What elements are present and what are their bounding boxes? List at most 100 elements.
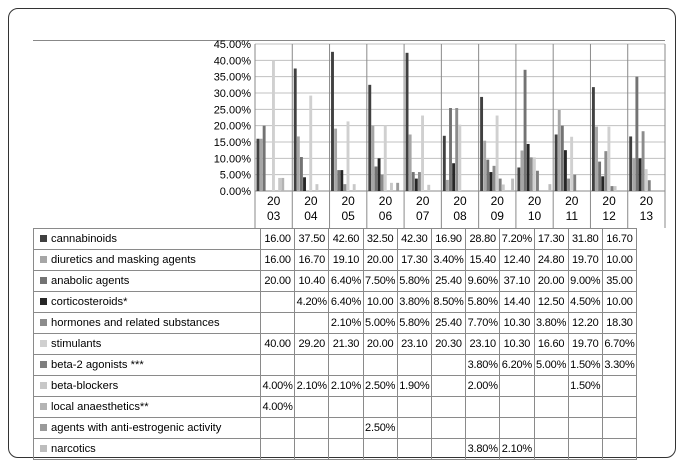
bar (598, 161, 602, 191)
bar (511, 178, 515, 191)
legend-swatch (40, 382, 47, 389)
data-value-cell: 12.40 (499, 249, 535, 271)
series-label-cell: cannabinoids (33, 228, 261, 250)
bar (591, 87, 595, 191)
bar (442, 135, 446, 191)
legend-swatch (40, 298, 47, 305)
data-value-cell (328, 354, 364, 376)
x-tick-label: 06 (379, 209, 393, 223)
bar (296, 136, 300, 191)
data-value-cell: 2.10% (294, 375, 330, 397)
data-value-cell: 17.30 (533, 228, 569, 250)
table-row: beta-blockers 4.00% 2.10% 2.10% 2.50% 1.90% 2.… (33, 375, 638, 397)
data-value-cell: 20.30 (430, 333, 467, 355)
bar (635, 76, 639, 191)
x-tick-label: 11 (566, 209, 579, 223)
data-value-cell: 5.80% (396, 312, 432, 334)
legend-swatch (40, 319, 47, 326)
table-row: hormones and related substances 2.10% 5.00… (33, 312, 638, 334)
data-value-cell (601, 417, 638, 439)
data-value-cell: 5.00% (533, 354, 569, 376)
bar (647, 180, 651, 191)
bar (526, 143, 530, 191)
y-tick-label: 0.00% (220, 186, 251, 198)
x-tick-label: 03 (267, 209, 281, 223)
data-value-cell (259, 312, 296, 334)
data-value-cell: 19.70 (567, 249, 603, 271)
data-value-cell (430, 375, 467, 397)
data-value-cell: 32.50 (362, 228, 398, 250)
bar (532, 157, 536, 191)
data-value-cell (259, 291, 296, 313)
data-value-cell: 20.00 (362, 333, 398, 355)
bar (352, 184, 356, 191)
data-value-cell: 1.50% (567, 375, 603, 397)
bar (337, 170, 341, 191)
data-value-cell: 42.60 (328, 228, 364, 250)
bar (343, 184, 347, 191)
legend-swatch (40, 403, 47, 410)
data-value-cell: 5.80% (396, 270, 432, 292)
data-value-cell (294, 438, 330, 460)
bar (501, 184, 505, 191)
bar (293, 68, 297, 191)
data-value-cell (430, 396, 467, 418)
bar (408, 134, 412, 191)
bar (570, 136, 574, 191)
data-value-cell: 2.50% (362, 375, 398, 397)
bar (452, 163, 456, 191)
x-tick-label: 20 (453, 194, 467, 208)
bar (644, 169, 648, 191)
bar (346, 121, 350, 191)
bar (334, 128, 338, 191)
data-value-cell: 2.10% (499, 438, 535, 460)
bar (368, 84, 372, 191)
series-label-cell: diuretics and masking agents (33, 249, 261, 271)
data-value-cell (601, 375, 638, 397)
data-value-cell: 25.40 (430, 270, 467, 292)
data-value-cell (601, 438, 638, 460)
series-name: beta-blockers (51, 380, 119, 392)
data-value-cell (465, 396, 501, 418)
series-label-cell: local anaesthetics** (33, 396, 261, 418)
table-row: anabolic agents 20.00 10.40 6.40% 7.50% 5.80%… (33, 270, 638, 292)
data-value-cell (567, 438, 603, 460)
series-label-cell: hormones and related substances (33, 312, 261, 334)
y-tick-label: 10.00% (214, 153, 252, 165)
bar (380, 174, 384, 191)
data-value-cell: 3.80% (396, 291, 432, 313)
data-value-cell (465, 417, 501, 439)
bar (632, 158, 636, 191)
data-table: cannabinoids 16.00 37.50 42.60 32.50 42.30 16.… (33, 228, 638, 460)
data-value-cell: 21.30 (328, 333, 364, 355)
data-value-cell: 6.40% (328, 270, 364, 292)
bar (573, 174, 577, 191)
bar (259, 138, 263, 191)
data-value-cell (396, 396, 432, 418)
data-value-cell: 8.50% (430, 291, 467, 313)
data-value-cell: 9.00% (567, 270, 603, 292)
bar (610, 186, 614, 191)
series-label-cell: beta-2 agonists *** (33, 354, 261, 376)
bar (560, 125, 564, 191)
data-value-cell: 10.00 (601, 249, 638, 271)
data-value-cell: 2.10% (328, 375, 364, 397)
data-value-cell (533, 396, 569, 418)
y-tick-label: 40.00% (214, 55, 252, 67)
bar (489, 172, 493, 191)
data-value-cell: 16.00 (259, 249, 296, 271)
bar (414, 178, 418, 191)
bar (458, 124, 462, 191)
series-label-cell: agents with anti-estrogenic activity (33, 417, 261, 439)
x-tick-label: 09 (491, 209, 505, 223)
bar (427, 184, 431, 191)
data-value-cell: 16.70 (601, 228, 638, 250)
bar-chart: 45.00% 40.00% 35.00% 30.00% 25.00% 20.00% 15.0… (214, 39, 666, 228)
bar (272, 60, 275, 192)
x-tick-label: 20 (528, 194, 542, 208)
x-tick-label: 13 (640, 209, 654, 223)
series-name: local anaesthetics** (51, 401, 149, 413)
data-value-cell: 17.30 (396, 249, 432, 271)
data-value-cell (362, 354, 398, 376)
bar (417, 172, 421, 191)
